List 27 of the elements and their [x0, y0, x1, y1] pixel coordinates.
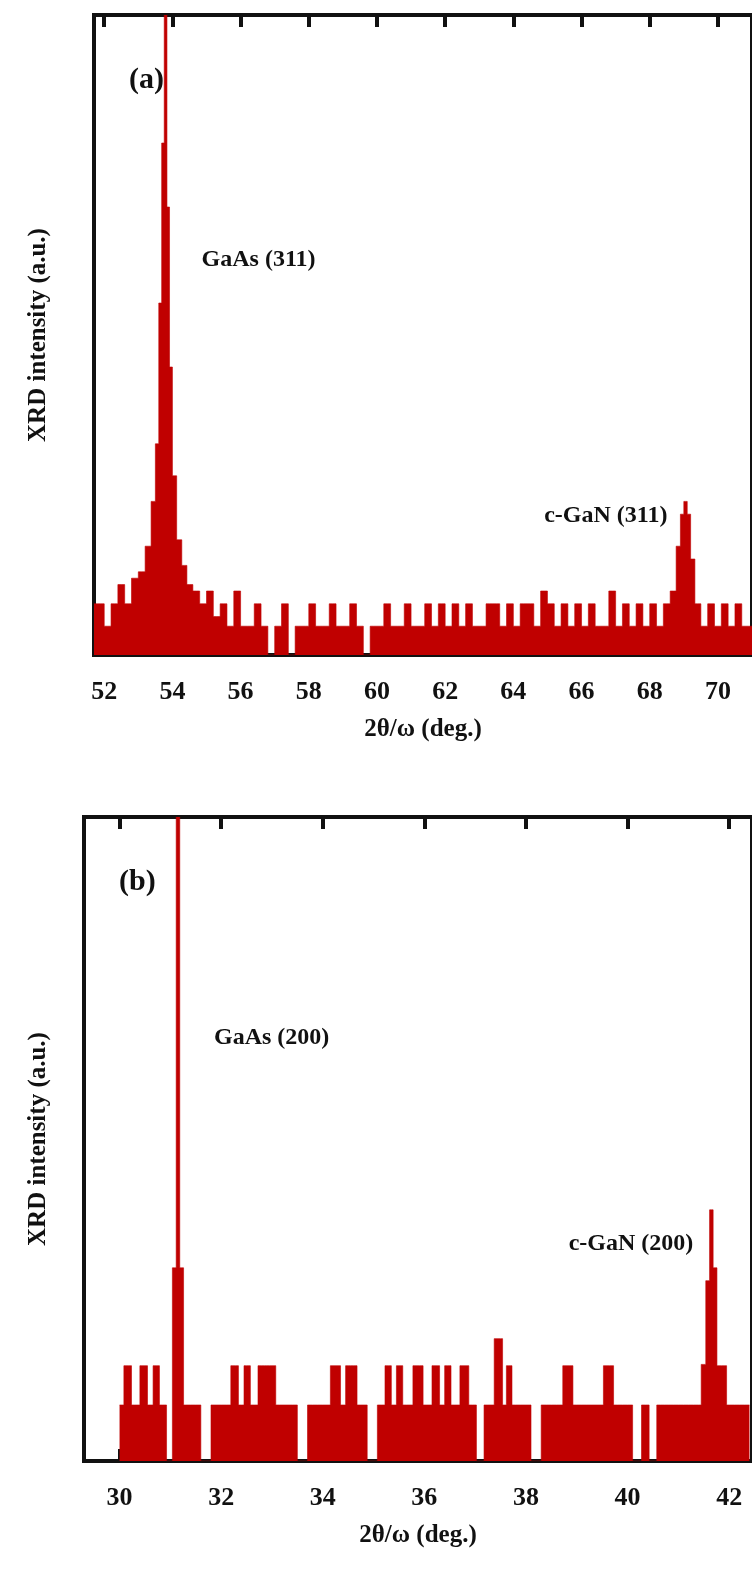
x-tick-label: 62 — [432, 675, 459, 705]
x-tick-label: 30 — [106, 1481, 133, 1511]
x-tick-label: 34 — [309, 1481, 336, 1511]
text: (b) — [119, 862, 156, 897]
x-tick-label: 54 — [159, 675, 186, 705]
x-tick-label: 40 — [614, 1481, 641, 1511]
x-axis-title: 2θ/ω (deg.) — [359, 1520, 477, 1548]
annotation: c-GaN (200) — [568, 1229, 694, 1256]
x-tick-label: 66 — [568, 675, 595, 705]
text: (a) — [129, 60, 164, 95]
x-tick-label: 60 — [363, 675, 390, 705]
x-tick-label: 36 — [411, 1481, 438, 1511]
x-tick-label: 52 — [91, 675, 118, 705]
y-axis-title: XRD intensity (a.u.) — [22, 228, 51, 442]
x-tick-label: 32 — [208, 1481, 235, 1511]
annotation: c-GaN (311) — [544, 501, 668, 528]
x-tick-label: 68 — [636, 675, 663, 705]
x-axis-title: 2θ/ω (deg.) — [364, 714, 482, 742]
x-tick-label: 56 — [227, 675, 254, 705]
x-tick-label: 70 — [704, 675, 731, 705]
x-tick-label: 38 — [512, 1481, 539, 1511]
annotation: GaAs (311) — [201, 245, 316, 272]
y-axis-title: XRD intensity (a.u.) — [22, 1032, 51, 1246]
annotation: GaAs (200) — [213, 1022, 330, 1049]
x-tick-label: 64 — [500, 675, 527, 705]
x-tick-label: 42 — [716, 1481, 743, 1511]
x-tick-label: 58 — [295, 675, 322, 705]
